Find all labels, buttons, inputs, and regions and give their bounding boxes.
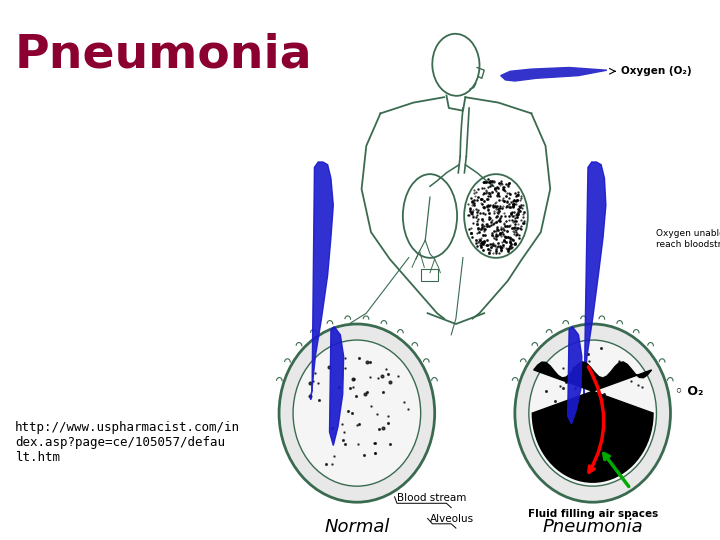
Text: Blood stream: Blood stream bbox=[397, 493, 467, 503]
Text: Fluid filling air spaces: Fluid filling air spaces bbox=[528, 509, 658, 519]
Circle shape bbox=[279, 324, 435, 502]
Circle shape bbox=[529, 340, 657, 486]
Polygon shape bbox=[583, 162, 606, 400]
Text: Pneumonia: Pneumonia bbox=[542, 518, 643, 536]
Text: Oxygen unable to
reach bloodstream: Oxygen unable to reach bloodstream bbox=[657, 230, 720, 249]
Circle shape bbox=[293, 340, 420, 486]
Polygon shape bbox=[330, 327, 343, 446]
Text: Pneumonia: Pneumonia bbox=[15, 32, 312, 77]
Text: Normal: Normal bbox=[324, 518, 390, 536]
Text: Alveolus: Alveolus bbox=[430, 514, 474, 524]
Polygon shape bbox=[532, 362, 653, 482]
Text: http://www.uspharmacist.com/in
dex.asp?page=ce/105057/defau
lt.htm: http://www.uspharmacist.com/in dex.asp?p… bbox=[15, 421, 240, 464]
Text: Oxygen (O₂): Oxygen (O₂) bbox=[621, 66, 692, 76]
Polygon shape bbox=[567, 327, 582, 424]
Polygon shape bbox=[310, 162, 333, 400]
Text: ◦ O₂: ◦ O₂ bbox=[675, 385, 703, 398]
Polygon shape bbox=[500, 68, 607, 81]
Circle shape bbox=[515, 324, 670, 502]
